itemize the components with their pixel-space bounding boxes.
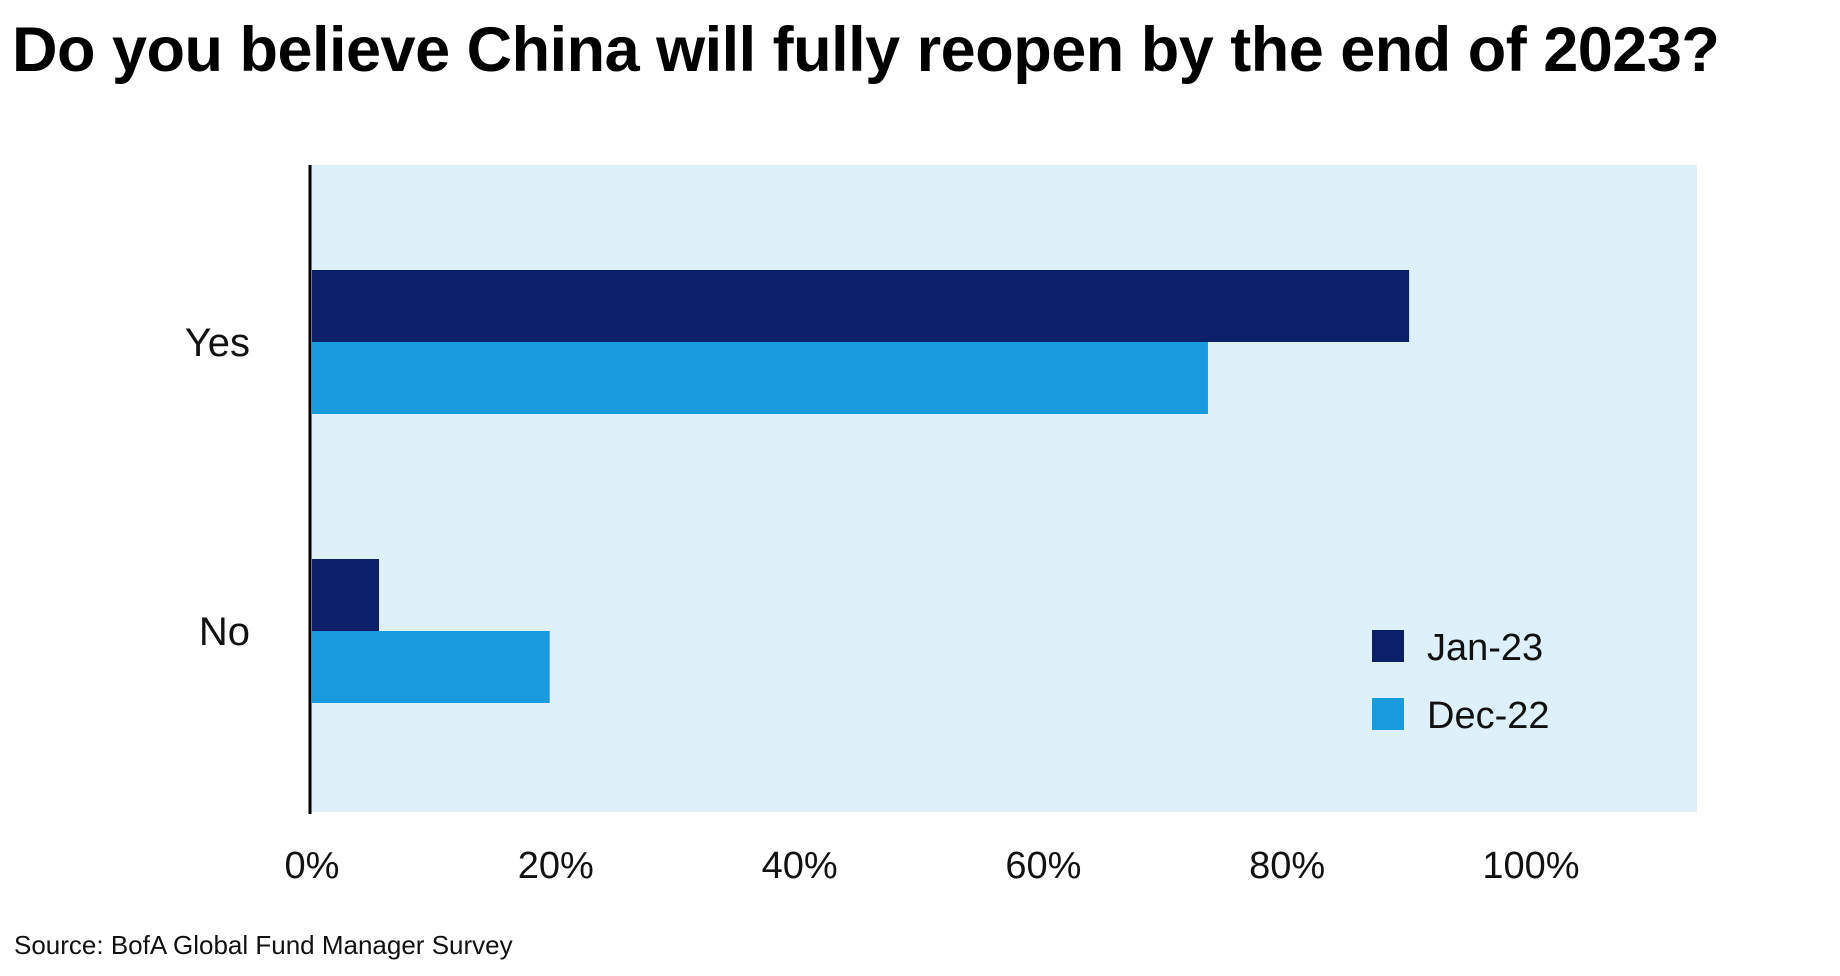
chart-title: Do you believe China will fully reopen b… <box>12 15 1720 85</box>
x-tick-label: 20% <box>518 845 594 887</box>
x-tick-label: 80% <box>1249 845 1325 887</box>
category-label-yes: Yes <box>185 321 250 365</box>
x-tick-label: 60% <box>1005 845 1081 887</box>
category-label-no: No <box>199 610 250 654</box>
legend-swatch-dec-22 <box>1372 698 1404 730</box>
legend-swatch-jan-23 <box>1372 630 1404 662</box>
bar-no-dec-22 <box>312 631 550 703</box>
x-tick-label: 40% <box>762 845 838 887</box>
bar-yes-dec-22 <box>312 342 1208 414</box>
bar-yes-jan-23 <box>312 270 1410 342</box>
legend-label-dec-22: Dec-22 <box>1427 695 1550 737</box>
x-tick-label: 0% <box>285 845 340 887</box>
x-tick-label: 100% <box>1482 845 1579 887</box>
source-note: Source: BofA Global Fund Manager Survey <box>14 930 513 960</box>
legend-label-jan-23: Jan-23 <box>1427 627 1543 669</box>
bar-no-jan-23 <box>312 559 380 631</box>
